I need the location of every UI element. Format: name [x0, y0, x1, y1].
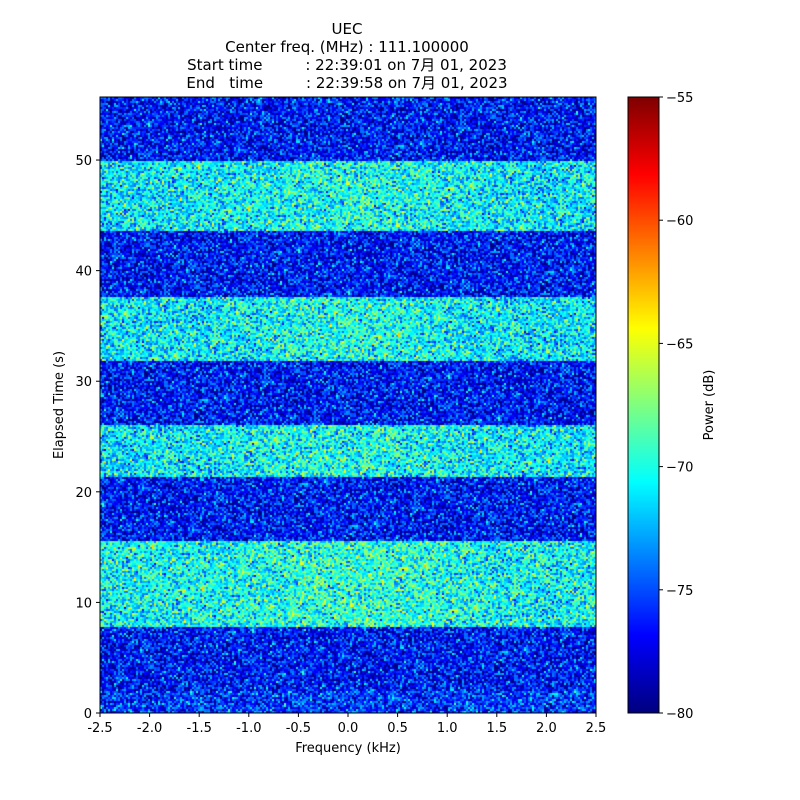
x-axis-label: Frequency (kHz) — [295, 741, 401, 756]
colorbar-gradient — [628, 97, 659, 713]
x-tick-label: -2.5 — [87, 721, 112, 736]
y-axis-ticks: 0 10 20 30 40 50 — [75, 154, 100, 722]
y-tick-label: 50 — [75, 154, 92, 169]
x-tick-label: -2.0 — [137, 721, 162, 736]
colorbar-tick-label: −60 — [666, 214, 693, 229]
y-tick-label: 40 — [75, 265, 92, 280]
title-line-start-time: Start time : 22:39:01 on 7月 01, 2023 — [187, 56, 507, 74]
x-tick-label: 0.0 — [338, 721, 359, 736]
colorbar-tick-label: −55 — [666, 91, 693, 106]
x-tick-label: -0.5 — [286, 721, 311, 736]
colorbar-tick-label: −65 — [666, 337, 693, 352]
x-tick-label: 1.5 — [486, 721, 507, 736]
colorbar-frame — [627, 96, 660, 714]
spectrogram-heatmap — [100, 97, 596, 713]
y-tick-label: 20 — [75, 486, 92, 501]
title-line-end-time: End time : 22:39:58 on 7月 01, 2023 — [186, 74, 508, 92]
colorbar-label: Power (dB) — [702, 370, 717, 441]
x-tick-label: 1.0 — [437, 721, 458, 736]
title-line-center-freq: Center freq. (MHz) : 111.100000 — [225, 38, 469, 56]
x-axis-ticks: -2.5 -2.0 -1.5 -1.0 -0.5 0.0 0.5 1.0 1.5 2.0 2.5 — [87, 713, 606, 736]
y-tick-label: 0 — [84, 707, 92, 722]
colorbar-ticks: −80 −75 −70 −65 −60 −55 — [659, 91, 693, 722]
y-tick-label: 10 — [75, 596, 92, 611]
y-tick-label: 30 — [75, 375, 92, 390]
chart-title: UEC Center freq. (MHz) : 111.100000 Star… — [98, 20, 596, 92]
x-tick-label: 2.0 — [536, 721, 557, 736]
colorbar-tick-label: −80 — [666, 707, 693, 722]
x-tick-label: -1.5 — [187, 721, 212, 736]
x-tick-label: -1.0 — [236, 721, 261, 736]
x-tick-label: 2.5 — [586, 721, 607, 736]
x-tick-label: 0.5 — [387, 721, 408, 736]
colorbar-tick-label: −70 — [666, 461, 693, 476]
title-line-site: UEC — [331, 20, 363, 38]
plot-frame — [99, 96, 597, 714]
y-axis-label: Elapsed Time (s) — [52, 351, 67, 459]
colorbar-tick-label: −75 — [666, 584, 693, 599]
